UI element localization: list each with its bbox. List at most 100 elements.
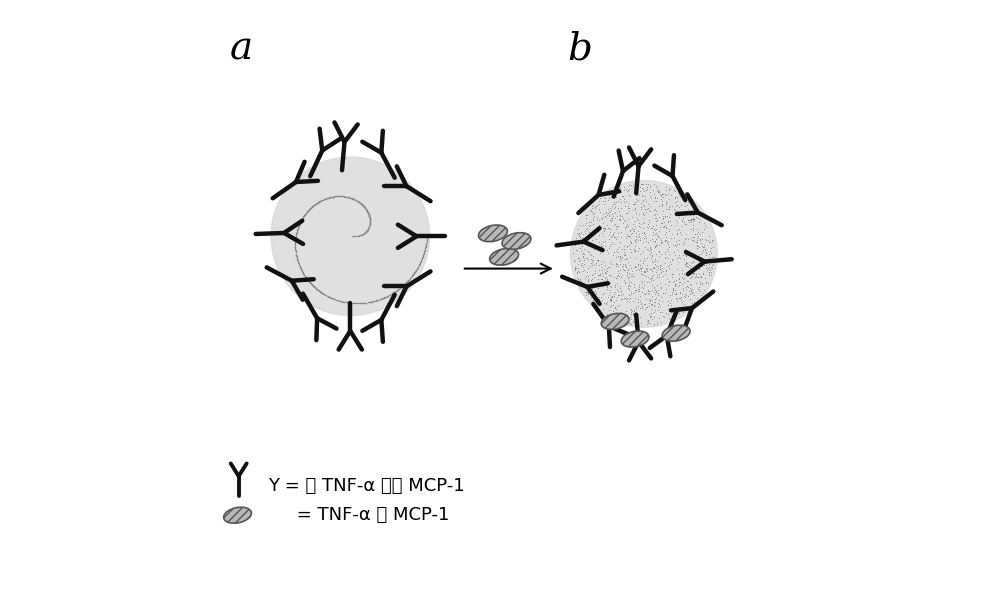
Point: [607, 232, 623, 241]
Point: [368, 296, 384, 305]
Point: [334, 192, 350, 201]
Point: [356, 298, 372, 307]
Point: [358, 204, 374, 214]
Point: [571, 257, 587, 266]
Point: [362, 213, 378, 222]
Point: [317, 194, 333, 204]
Point: [295, 212, 311, 221]
Point: [618, 208, 634, 218]
Point: [682, 207, 698, 217]
Point: [654, 296, 670, 306]
Point: [352, 299, 368, 308]
Point: [605, 231, 621, 240]
Point: [680, 283, 696, 292]
Point: [334, 192, 350, 201]
Point: [309, 199, 325, 208]
Point: [683, 215, 699, 225]
Point: [291, 221, 307, 230]
Point: [362, 217, 378, 227]
Point: [322, 192, 338, 202]
Point: [341, 193, 357, 202]
Point: [306, 281, 322, 291]
Point: [382, 290, 398, 299]
Point: [357, 228, 373, 237]
Point: [358, 204, 374, 214]
Point: [647, 242, 663, 252]
Point: [688, 278, 704, 287]
Point: [387, 287, 403, 297]
Point: [688, 204, 704, 213]
Point: [340, 192, 356, 202]
Point: [347, 195, 363, 205]
Point: [685, 207, 701, 217]
Point: [299, 206, 315, 216]
Point: [332, 191, 348, 201]
Point: [347, 195, 363, 205]
Point: [359, 226, 375, 235]
Point: [300, 275, 316, 284]
Point: [573, 227, 589, 237]
Point: [297, 271, 313, 280]
Point: [359, 206, 375, 216]
Point: [357, 228, 373, 238]
Point: [570, 263, 586, 273]
Point: [657, 279, 673, 289]
Point: [407, 267, 423, 276]
Point: [347, 299, 363, 308]
Point: [411, 261, 427, 270]
Point: [623, 304, 639, 313]
Point: [362, 219, 378, 229]
Point: [361, 212, 377, 222]
Point: [352, 198, 368, 208]
Point: [339, 192, 355, 202]
Point: [298, 273, 314, 282]
Point: [588, 227, 604, 236]
Point: [290, 224, 306, 233]
Point: [413, 255, 429, 265]
Point: [361, 210, 377, 219]
Point: [288, 250, 304, 259]
Point: [332, 191, 348, 201]
Point: [293, 217, 309, 227]
Point: [419, 235, 435, 245]
Point: [646, 179, 662, 189]
Point: [289, 225, 305, 235]
Point: [611, 214, 627, 224]
Point: [337, 297, 353, 307]
Point: [340, 298, 356, 307]
Point: [325, 294, 341, 303]
Point: [288, 251, 304, 261]
Point: [292, 261, 308, 271]
Point: [293, 215, 309, 225]
Point: [353, 199, 369, 208]
Point: [670, 281, 686, 290]
Point: [661, 260, 677, 269]
Point: [350, 196, 366, 206]
Point: [680, 291, 696, 301]
Point: [677, 249, 693, 258]
Point: [644, 280, 660, 290]
Point: [359, 226, 375, 235]
Point: [321, 193, 337, 202]
Point: [336, 192, 352, 201]
Point: [636, 281, 652, 290]
Point: [577, 221, 593, 230]
Point: [316, 195, 332, 204]
Point: [642, 192, 658, 201]
Point: [362, 215, 378, 225]
Point: [669, 253, 685, 263]
Point: [596, 257, 612, 267]
Point: [341, 298, 357, 307]
Point: [378, 292, 394, 301]
Point: [417, 245, 433, 254]
Point: [325, 192, 341, 201]
Point: [600, 208, 616, 217]
Point: [602, 287, 618, 297]
Point: [292, 263, 308, 273]
Point: [288, 228, 304, 238]
Point: [680, 263, 696, 272]
Point: [605, 230, 621, 239]
Point: [622, 227, 638, 236]
Point: [316, 194, 332, 204]
Point: [411, 260, 427, 270]
